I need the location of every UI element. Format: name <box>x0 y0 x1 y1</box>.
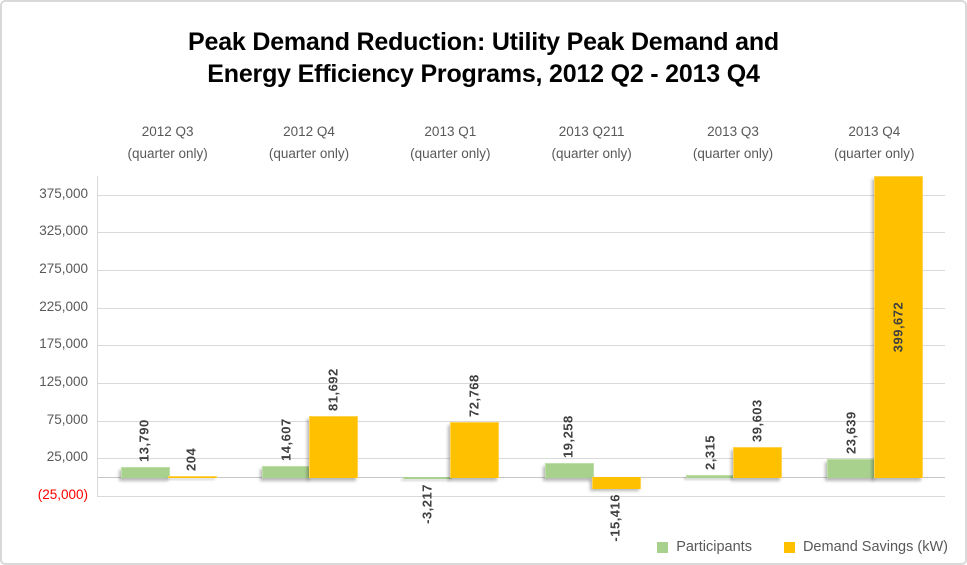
chart-title-line-2: Energy Efficiency Programs, 2012 Q2 - 20… <box>207 60 760 88</box>
gridline-125000 <box>97 382 945 384</box>
bar-value-label: -15,416 <box>607 493 623 542</box>
legend-swatch-icon <box>657 541 669 553</box>
y-axis-tick-label: 275,000 <box>39 261 88 277</box>
participants-bar[interactable] <box>120 466 170 478</box>
legend-item-participants[interactable]: Participants <box>657 539 752 555</box>
category-label-sub: (quarter only) <box>692 146 774 161</box>
category-label-3: 2013 Q1 (quarter only) <box>380 121 520 165</box>
category-label-sub: (quarter only) <box>551 146 632 161</box>
category-label-sub: (quarter only) <box>127 146 208 161</box>
chart-title: Peak Demand Reduction: Utility Peak Dema… <box>2 26 965 90</box>
demand-savings-bar[interactable] <box>309 415 358 478</box>
legend-swatch-icon <box>783 541 795 553</box>
gridline-175000 <box>97 345 945 347</box>
category-label-year-quarter: 2013 Q4 <box>848 124 901 139</box>
gridline-25000 <box>97 495 945 497</box>
legend-item-label: Demand Savings (kW) <box>802 539 948 555</box>
bar-value-label: 204 <box>183 447 199 471</box>
category-label-year-quarter: 2012 Q4 <box>283 124 335 139</box>
category-label-sub: (quarter only) <box>268 146 350 161</box>
bar-value-label: 81,692 <box>325 367 340 411</box>
gridline-375000 <box>97 194 945 196</box>
bar-value-label: 13,790 <box>136 418 152 462</box>
bar-value-label: 39,603 <box>749 399 764 443</box>
category-label-year-quarter: 2013 Q3 <box>707 124 759 139</box>
gridline-325000 <box>97 232 945 234</box>
x-axis-zero-line <box>97 477 945 478</box>
legend: Participants Demand Savings (kW) <box>657 539 948 555</box>
demand-savings-bar[interactable] <box>591 477 641 489</box>
category-label-2: 2012 Q4 (quarter only) <box>239 121 379 165</box>
bar-value-label: 14,607 <box>278 418 293 461</box>
y-axis-tick-label: 25,000 <box>46 449 88 465</box>
y-axis-tick-label: 325,000 <box>39 223 88 239</box>
category-label-6: 2013 Q4 (quarter only) <box>804 121 944 165</box>
category-label-1: 2012 Q3 (quarter only) <box>98 121 238 165</box>
category-label-sub: (quarter only) <box>834 146 915 161</box>
participants-bar[interactable] <box>686 475 735 478</box>
bar-value-label: 2,315 <box>702 435 717 471</box>
bar-value-label: 23,639 <box>843 411 859 455</box>
y-axis-line <box>97 176 98 496</box>
demand-savings-bar[interactable] <box>450 422 500 478</box>
chart-title-line-1: Peak Demand Reduction: Utility Peak Dema… <box>188 28 779 56</box>
participants-bar[interactable] <box>544 462 594 478</box>
y-axis-tick-label: 75,000 <box>46 411 88 427</box>
category-label-4: 2013 Q211 (quarter only) <box>522 121 662 165</box>
category-label-year-quarter: 2013 Q211 <box>558 124 625 139</box>
demand-savings-bar[interactable] <box>874 176 924 478</box>
category-label-year-quarter: 2013 Q1 <box>424 124 477 139</box>
category-label-5: 2013 Q3 (quarter only) <box>663 121 803 165</box>
bar-value-label: 399,672 <box>890 301 906 352</box>
bar-value-label: 72,768 <box>466 374 482 418</box>
y-axis-tick-label: 225,000 <box>39 298 88 314</box>
gridline-25000 <box>97 458 945 460</box>
y-axis-tick-label: 375,000 <box>39 185 88 201</box>
demand-savings-bar[interactable] <box>167 476 217 478</box>
legend-item-demand[interactable]: Demand Savings (kW) <box>783 539 948 555</box>
y-axis-tick-label: 125,000 <box>39 373 88 389</box>
gridline-225000 <box>97 307 945 309</box>
legend-item-label: Participants <box>676 539 752 555</box>
y-axis-tick-label: 175,000 <box>39 336 88 352</box>
category-label-year-quarter: 2012 Q3 <box>141 124 194 139</box>
category-label-sub: (quarter only) <box>410 146 491 161</box>
bar-value-label: -3,217 <box>419 484 435 525</box>
participants-bar[interactable] <box>403 477 453 480</box>
y-axis-tick-label: (25,000) <box>37 486 88 502</box>
participants-bar[interactable] <box>827 459 877 478</box>
gridline-275000 <box>97 270 945 272</box>
demand-savings-bar[interactable] <box>733 447 782 478</box>
bar-value-label: 19,258 <box>560 414 576 458</box>
participants-bar[interactable] <box>262 466 311 478</box>
gridline-75000 <box>97 420 945 422</box>
